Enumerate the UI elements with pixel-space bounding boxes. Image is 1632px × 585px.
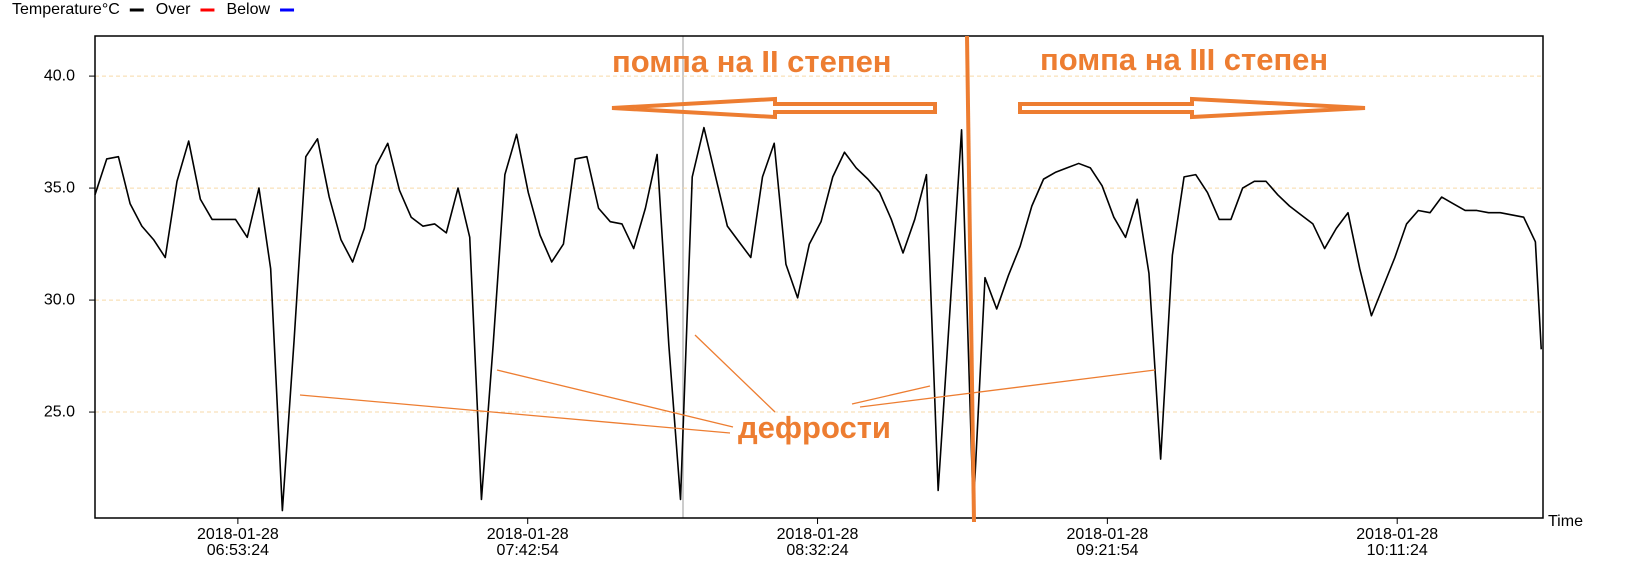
left-arrow bbox=[611, 96, 937, 120]
hand-annotations bbox=[299, 35, 1366, 523]
pointer bbox=[851, 385, 931, 405]
pointer bbox=[859, 369, 1156, 408]
legend-label: Over bbox=[156, 1, 191, 18]
legend-label: Below bbox=[226, 1, 270, 18]
plot-border bbox=[94, 35, 1544, 519]
y-tick-label: 30.0 bbox=[44, 291, 75, 308]
x-tick-label: 2018-01-28 06:53:24 bbox=[196, 526, 279, 559]
pointer bbox=[694, 334, 776, 413]
annotation: дефрости bbox=[738, 410, 891, 445]
divider bbox=[965, 35, 976, 523]
annotation: помпа на III степен bbox=[1040, 42, 1328, 77]
pointer bbox=[496, 369, 734, 428]
x-tick-label: 2018-01-28 07:42:54 bbox=[486, 526, 569, 559]
legend-label: Temperature°C bbox=[12, 1, 120, 18]
x-tick-label: 2018-01-28 09:21:54 bbox=[1066, 526, 1149, 559]
annotation: помпа на II степен bbox=[612, 44, 892, 79]
x-tick-label: 2018-01-28 08:32:24 bbox=[776, 526, 859, 559]
pointer bbox=[299, 394, 731, 434]
series-line bbox=[94, 126, 1543, 512]
y-tick-label: 40.0 bbox=[44, 67, 75, 84]
right-arrow bbox=[1018, 96, 1366, 120]
y-tick-label: 35.0 bbox=[44, 179, 75, 196]
x-axis-label: Time bbox=[1548, 513, 1583, 530]
x-tick-label: 2018-01-28 10:11:24 bbox=[1356, 526, 1439, 559]
y-tick-label: 25.0 bbox=[44, 403, 75, 420]
plot bbox=[94, 75, 1543, 512]
